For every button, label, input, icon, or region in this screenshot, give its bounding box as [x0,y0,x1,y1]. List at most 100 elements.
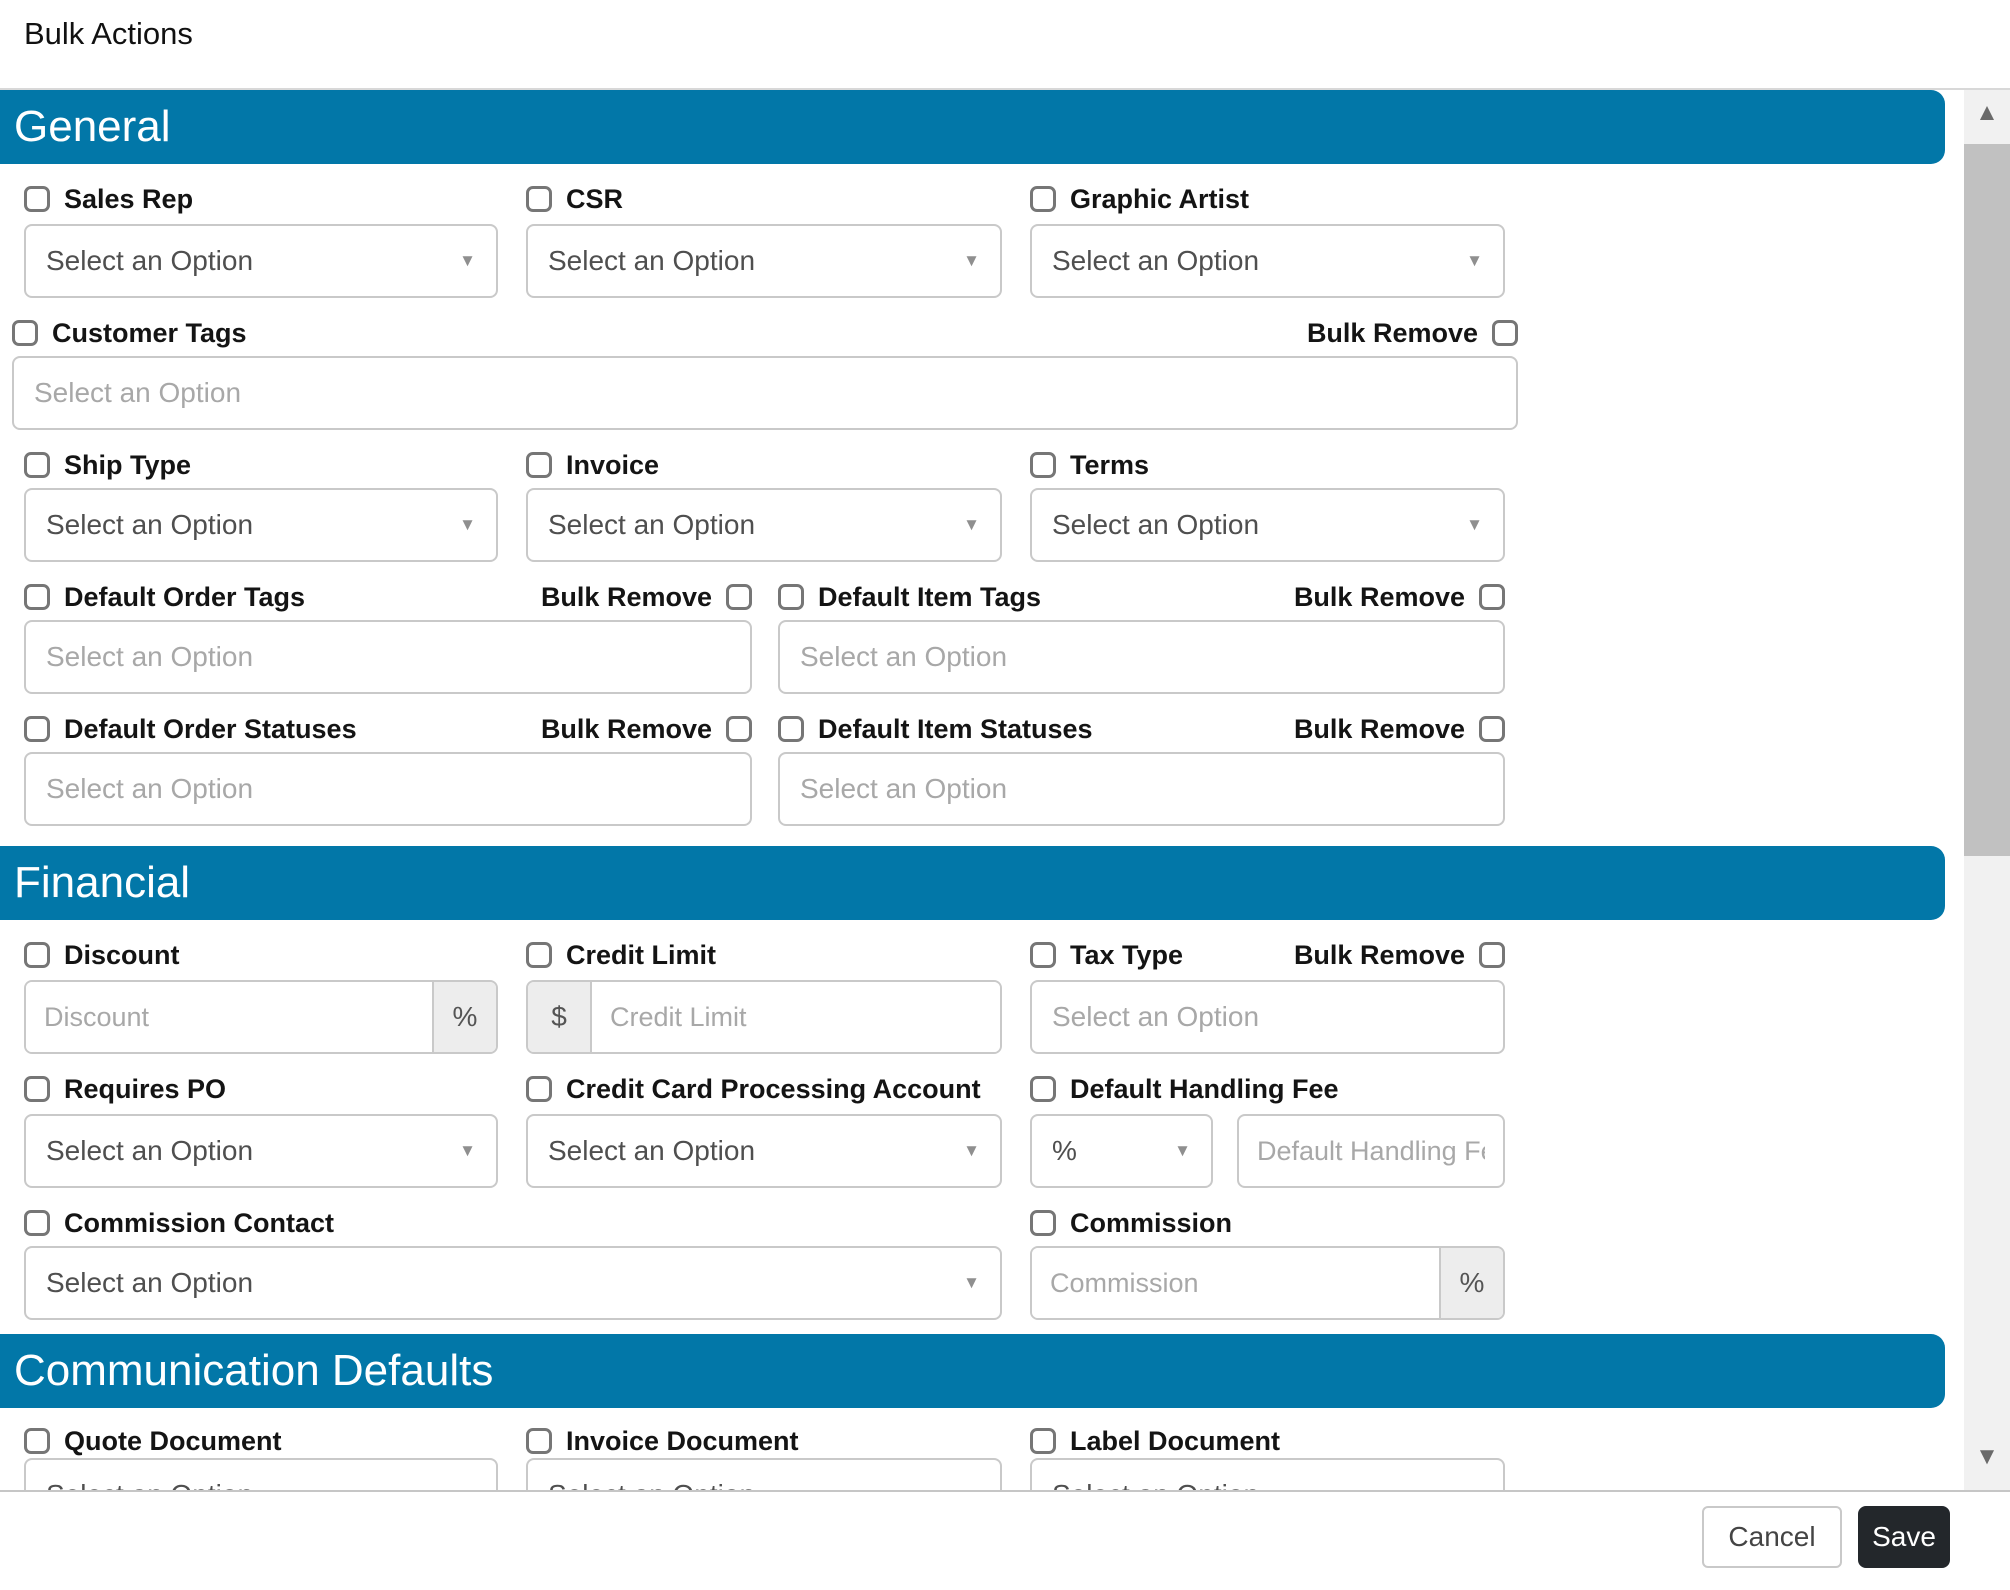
scrollbar-thumb[interactable] [1964,144,2010,856]
default-item-tags-checkbox[interactable] [778,584,804,610]
bulk-remove-label: Bulk Remove [1306,317,1478,348]
discount-checkbox[interactable] [24,942,50,968]
default-order-statuses-label: Default Order Statuses [64,713,357,744]
ship-type-checkbox[interactable] [24,452,50,478]
section-header-general: General [0,90,1945,164]
modal-footer: Cancel Save [0,1492,2010,1590]
graphic-artist-checkbox[interactable] [1030,186,1056,212]
tax-type-input[interactable]: Select an Option [1030,980,1505,1054]
customer-tags-bulk-remove: Bulk Remove [12,318,1518,348]
invoice-select[interactable]: Select an Option ▼ [526,488,1002,562]
sales-rep-select[interactable]: Select an Option ▼ [24,224,498,298]
default-item-tags-label: Default Item Tags [818,581,1042,612]
bulk-remove-label: Bulk Remove [1293,939,1465,970]
terms-field-label: Terms [1030,450,1149,480]
sales-rep-label: Sales Rep [64,183,194,214]
default-order-statuses-checkbox[interactable] [24,716,50,742]
label-document-field-label: Label Document [1030,1426,1280,1456]
default-order-tags-input[interactable]: Select an Option [24,620,752,694]
cc-processing-label: Credit Card Processing Account [566,1073,981,1104]
discount-input[interactable] [26,982,432,1052]
customer-tags-bulk-remove-checkbox[interactable] [1492,320,1518,346]
scroll-down-icon[interactable]: ▼ [1975,1443,1999,1470]
section-header-financial: Financial [0,846,1945,920]
default-order-tags-checkbox[interactable] [24,584,50,610]
bulk-remove-label: Bulk Remove [540,713,712,744]
tax-type-checkbox[interactable] [1030,942,1056,968]
commission-contact-checkbox[interactable] [24,1210,50,1236]
quote-document-field-label: Quote Document [24,1426,282,1456]
percent-addon: % [1439,1248,1503,1318]
commission-contact-select[interactable]: Select an Option ▼ [24,1246,1002,1320]
invoice-document-label: Invoice Document [566,1425,799,1456]
default-item-tags-bulk-remove-checkbox[interactable] [1479,584,1505,610]
graphic-artist-select[interactable]: Select an Option ▼ [1030,224,1505,298]
discount-field-label: Discount [24,940,180,970]
default-item-tags-input[interactable]: Select an Option [778,620,1505,694]
label-document-label: Label Document [1070,1425,1281,1456]
chevron-down-icon: ▼ [459,1141,476,1160]
chevron-down-icon: ▼ [963,251,980,270]
chevron-down-icon: ▼ [963,1273,980,1292]
default-order-tags-bulk-remove: Bulk Remove [24,582,752,612]
invoice-checkbox[interactable] [526,452,552,478]
section-heading: Communication Defaults [14,1346,494,1395]
credit-limit-checkbox[interactable] [526,942,552,968]
default-item-statuses-bulk-remove-checkbox[interactable] [1479,716,1505,742]
terms-select[interactable]: Select an Option ▼ [1030,488,1505,562]
commission-input[interactable] [1032,1248,1439,1318]
default-handling-fee-checkbox[interactable] [1030,1076,1056,1102]
terms-checkbox[interactable] [1030,452,1056,478]
quote-document-select[interactable]: Select an Option ▼ [24,1458,498,1490]
default-item-tags-bulk-remove: Bulk Remove [778,582,1505,612]
chevron-down-icon: ▼ [951,1485,980,1490]
ship-type-field-label: Ship Type [24,450,191,480]
vertical-scrollbar[interactable]: ▲ ▼ [1964,90,2010,1490]
chevron-down-icon: ▼ [1466,515,1483,534]
default-item-statuses-field-label: Default Item Statuses [778,714,1093,744]
discount-label: Discount [64,939,180,970]
section-heading: General [14,102,171,151]
quote-document-checkbox[interactable] [24,1428,50,1454]
percent-addon: % [432,982,496,1052]
customer-tags-input[interactable]: Select an Option [12,356,1518,430]
label-document-select[interactable]: Select an Option ▼ [1030,1458,1505,1490]
cancel-button[interactable]: Cancel [1702,1506,1842,1568]
csr-checkbox[interactable] [526,186,552,212]
content-top-divider [0,88,2010,90]
default-handling-fee-input[interactable] [1237,1114,1505,1188]
tax-type-label: Tax Type [1070,939,1184,970]
invoice-document-select[interactable]: Select an Option ▼ [526,1458,1002,1490]
handling-fee-unit-select[interactable]: % ▼ [1030,1114,1213,1188]
csr-label: CSR [566,183,624,214]
csr-select[interactable]: Select an Option ▼ [526,224,1002,298]
commission-checkbox[interactable] [1030,1210,1056,1236]
tax-type-field-label: Tax Type [1030,940,1183,970]
dollar-addon: $ [528,982,592,1052]
graphic-artist-field-label: Graphic Artist [1030,184,1249,214]
requires-po-select[interactable]: Select an Option ▼ [24,1114,498,1188]
ship-type-select[interactable]: Select an Option ▼ [24,488,498,562]
page-title: Bulk Actions [24,16,193,51]
cc-processing-select[interactable]: Select an Option ▼ [526,1114,1002,1188]
chevron-down-icon: ▼ [459,515,476,534]
scroll-up-icon[interactable]: ▲ [1975,99,1999,126]
requires-po-checkbox[interactable] [24,1076,50,1102]
default-item-tags-field-label: Default Item Tags [778,582,1041,612]
label-document-checkbox[interactable] [1030,1428,1056,1454]
customer-tags-checkbox[interactable] [12,320,38,346]
default-handling-fee-field-label: Default Handling Fee [1030,1074,1339,1104]
cc-processing-checkbox[interactable] [526,1076,552,1102]
default-order-statuses-bulk-remove-checkbox[interactable] [726,716,752,742]
default-order-statuses-input[interactable]: Select an Option [24,752,752,826]
default-item-statuses-input[interactable]: Select an Option [778,752,1505,826]
tax-type-bulk-remove-checkbox[interactable] [1479,942,1505,968]
default-order-tags-bulk-remove-checkbox[interactable] [726,584,752,610]
credit-limit-input[interactable] [592,982,1000,1052]
invoice-document-checkbox[interactable] [526,1428,552,1454]
bulk-remove-label: Bulk Remove [540,581,712,612]
sales-rep-checkbox[interactable] [24,186,50,212]
save-button[interactable]: Save [1858,1506,1950,1568]
bulk-remove-label: Bulk Remove [1293,581,1465,612]
default-item-statuses-checkbox[interactable] [778,716,804,742]
